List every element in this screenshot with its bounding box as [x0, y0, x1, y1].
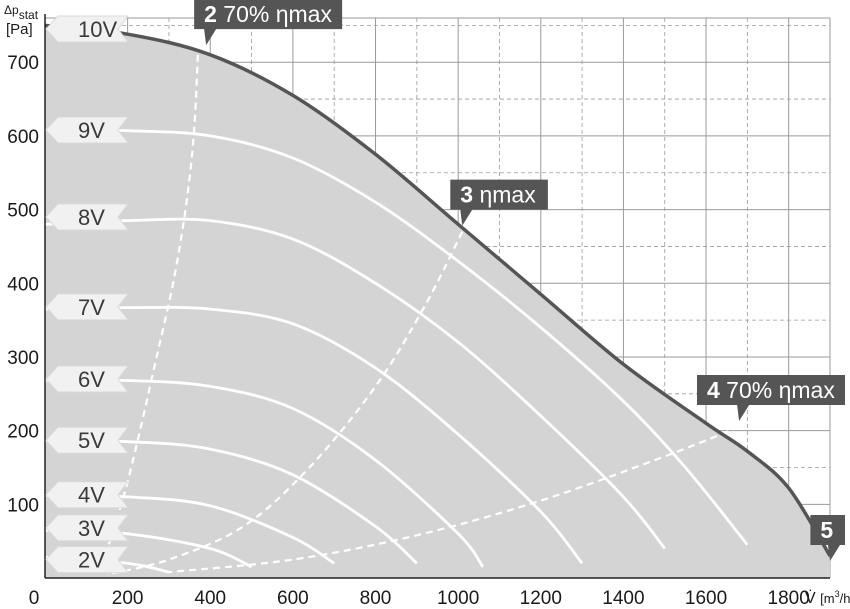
x-tick-label: 1000 [437, 588, 479, 609]
svg-text:6V: 6V [78, 367, 105, 392]
y-axis-unit: [Pa] [6, 21, 33, 38]
svg-text:2V: 2V [78, 548, 105, 573]
svg-text:4V: 4V [78, 483, 105, 508]
y-tick-label: 600 [7, 127, 39, 148]
x-tick-label: 400 [194, 588, 226, 609]
x-tick-labels: 0 200 400 600 800 1000 1200 1400 1600 1800 [29, 588, 810, 609]
max-curve-line [44, 23, 832, 557]
voltage-label-2V: 2V [45, 546, 130, 574]
operating-point-2: 2 70% ηmax [194, 0, 343, 46]
y-tick-label: 300 [7, 348, 39, 369]
y-axis-title: Δpstat [4, 3, 39, 22]
op-line-3 [106, 231, 464, 576]
curve-9V [44, 128, 749, 546]
operating-point-lines [101, 54, 740, 576]
svg-text:3 ηmax: 3 ηmax [460, 182, 536, 208]
svg-text:8V: 8V [78, 205, 105, 230]
curve-7V [44, 305, 584, 565]
voltage-label-3V: 3V [45, 514, 130, 542]
svg-text:10V: 10V [78, 17, 117, 42]
voltage-label-5V: 5V [45, 426, 130, 454]
operating-point-3: 3 ηmax [450, 179, 548, 226]
operating-point-labels: 2 70% ηmax 3 ηmax 4 70% ηmax 5 [194, 0, 845, 561]
svg-text:5V: 5V [78, 428, 105, 453]
voltage-label-10V: 10V [45, 15, 130, 43]
y-tick-label: 400 [7, 274, 39, 295]
svg-text:4 70% ηmax: 4 70% ηmax [707, 377, 835, 403]
y-tick-label: 100 [7, 495, 39, 516]
x-tick-label: 200 [112, 588, 144, 609]
voltage-label-9V: 9V [45, 116, 130, 144]
operating-area-fill [45, 25, 830, 578]
x-axis-title: V̇ [m3/h] [805, 589, 850, 607]
axes [44, 14, 830, 579]
y-tick-label: 500 [7, 201, 39, 222]
y-tick-labels: 100 200 300 400 500 600 700 [7, 53, 39, 516]
voltage-label-7V: 7V [45, 293, 130, 321]
x-tick-label: 1800 [768, 588, 810, 609]
voltage-labels: 10V 9V 8V 7V 6V 5V 4V 3V 2V [45, 15, 130, 574]
svg-text:3V: 3V [78, 516, 105, 541]
x-tick-label: 0 [29, 588, 40, 609]
x-tick-label: 1600 [685, 588, 727, 609]
voltage-label-8V: 8V [45, 203, 130, 231]
x-tick-label: 1200 [520, 588, 562, 609]
svg-text:2 70% ηmax: 2 70% ηmax [204, 1, 332, 27]
svg-text:7V: 7V [78, 295, 105, 320]
svg-text:5: 5 [820, 517, 833, 543]
x-tick-label: 1400 [602, 588, 644, 609]
operating-point-5: 5 [810, 514, 845, 561]
curve-6V [44, 378, 485, 568]
x-tick-label: 600 [277, 588, 309, 609]
voltage-curves [44, 128, 749, 574]
x-tick-label: 800 [360, 588, 392, 609]
op-line-4 [168, 425, 740, 574]
y-tick-label: 200 [7, 422, 39, 443]
y-tick-label: 700 [7, 53, 39, 74]
operating-point-4: 4 70% ηmax [697, 374, 845, 421]
voltage-label-6V: 6V [45, 365, 130, 393]
voltage-label-4V: 4V [45, 481, 130, 509]
curve-8V [44, 217, 666, 550]
svg-text:9V: 9V [78, 118, 105, 143]
